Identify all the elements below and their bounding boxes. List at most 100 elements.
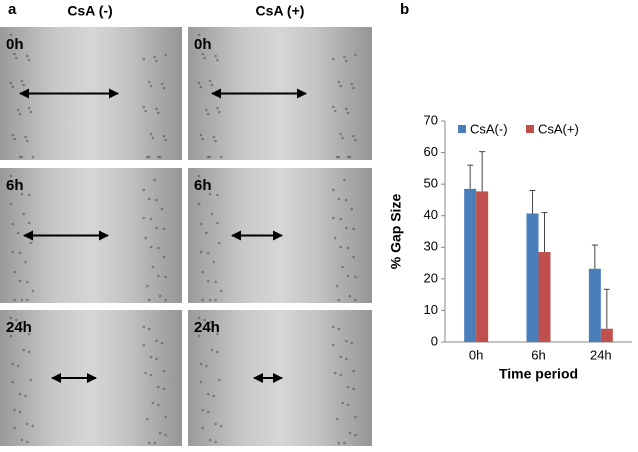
cell: [348, 294, 352, 298]
cell: [146, 417, 149, 421]
cell: [219, 424, 223, 428]
cell: [354, 138, 357, 142]
cell: [20, 192, 24, 196]
cell: [31, 289, 35, 293]
cell: [27, 193, 31, 197]
cell: [162, 387, 166, 391]
cell: [205, 231, 208, 235]
cell: [335, 155, 339, 159]
cell: [332, 57, 335, 61]
cell: [352, 369, 355, 373]
cell: [201, 408, 205, 412]
cell: [203, 56, 206, 60]
legend-label: CsA(-): [470, 121, 508, 136]
x-tick-label: 0h: [469, 347, 483, 362]
x-tick-label: 24h: [590, 347, 612, 362]
cell: [332, 325, 335, 329]
cell: [162, 86, 166, 90]
cell: [341, 136, 344, 140]
column-header: CsA (+): [256, 3, 305, 19]
cell: [339, 217, 343, 221]
cell: [337, 197, 341, 201]
image-grid: 0h 0h 6h 6h 24h 24h: [0, 27, 372, 446]
cell: [26, 280, 29, 284]
cell: [354, 298, 357, 302]
cell: [15, 56, 18, 60]
cell: [18, 112, 22, 116]
cell: [157, 274, 160, 278]
cell: [158, 294, 162, 298]
cell: [149, 132, 153, 136]
panel-label: b: [400, 1, 409, 18]
cell: [206, 251, 210, 255]
cell: [153, 441, 156, 445]
cell: [333, 109, 337, 113]
cell: [337, 155, 341, 159]
cell: [20, 79, 24, 83]
cell: [354, 53, 357, 57]
bar: [538, 252, 551, 342]
cell: [339, 245, 343, 249]
cell: [22, 83, 25, 87]
cell: [339, 84, 343, 88]
cell: [344, 198, 348, 202]
cell: [216, 106, 219, 110]
cell: [208, 192, 212, 196]
cell: [20, 320, 24, 324]
cell: [147, 441, 151, 445]
cell: [339, 373, 343, 377]
cell: [337, 80, 341, 84]
cell: [20, 438, 24, 442]
y-tick-label: 30: [424, 239, 438, 254]
cell: [346, 274, 350, 278]
bar: [464, 188, 477, 342]
y-tick-label: 50: [424, 176, 438, 191]
cell: [335, 417, 339, 421]
cell: [341, 265, 344, 269]
cell: [26, 298, 29, 302]
cell: [155, 226, 158, 230]
cell: [18, 392, 22, 396]
cell: [16, 231, 20, 235]
cell: [149, 84, 153, 88]
cell: [13, 298, 16, 302]
cell: [346, 246, 350, 250]
cell: [216, 221, 219, 225]
bar: [526, 213, 539, 342]
cell: [332, 188, 335, 192]
cell: [11, 133, 15, 137]
cell: [144, 236, 147, 240]
cell: [16, 364, 20, 368]
cell: [160, 207, 164, 211]
cell: [344, 339, 348, 343]
cell: [217, 241, 221, 245]
cell: [210, 348, 214, 352]
cell: [354, 433, 357, 437]
legend-label: CsA(+): [538, 121, 579, 136]
y-tick-label: 70: [424, 112, 438, 127]
time-label: 0h: [194, 36, 212, 53]
cell: [144, 371, 147, 375]
cell: [199, 380, 203, 384]
cell: [153, 178, 156, 182]
cell: [208, 298, 212, 302]
cell: [199, 85, 203, 89]
cell: [158, 431, 162, 435]
cell: [352, 86, 355, 90]
cell: [27, 350, 31, 354]
cell: [339, 355, 343, 359]
cell: [13, 52, 16, 56]
cell: [158, 155, 162, 159]
cell: [27, 106, 31, 110]
cell: [217, 110, 221, 114]
cell: [155, 59, 158, 63]
cell: [346, 385, 350, 389]
cell: [214, 440, 217, 444]
cell: [24, 135, 27, 139]
cell: [350, 341, 354, 345]
cell: [339, 132, 343, 136]
cell: [346, 155, 350, 159]
legend-swatch: [458, 125, 466, 133]
cell: [201, 270, 205, 274]
cell: [11, 362, 15, 366]
